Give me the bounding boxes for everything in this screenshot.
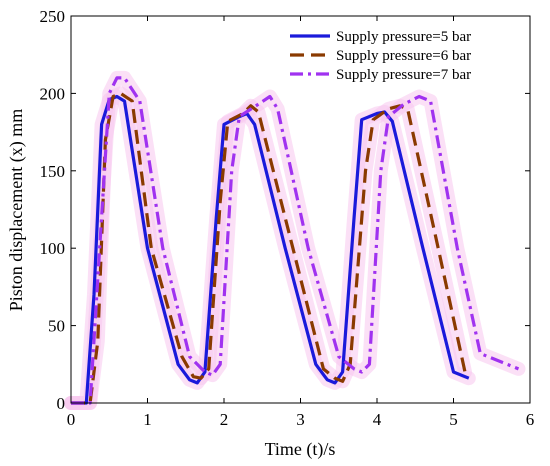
y-tick-label: 0 [57, 394, 66, 413]
axes-frame [70, 15, 531, 404]
legend-label-1: Supply pressure=5 bar [336, 29, 471, 45]
y-tick-label: 50 [48, 317, 65, 336]
legend-label-2: Supply pressure=6 bar [336, 48, 471, 64]
x-tick-label: 6 [526, 410, 535, 429]
y-tick-label: 250 [40, 7, 66, 26]
x-tick-label: 1 [143, 410, 152, 429]
x-tick-label: 3 [296, 410, 305, 429]
y-tick-label: 100 [40, 239, 66, 258]
y-tick-label: 150 [40, 162, 66, 181]
x-axis-label: Time (t)/s [265, 439, 336, 460]
legend-label-3: Supply pressure=7 bar [336, 67, 471, 83]
y-axis-label: Piston displacement (x) mm [6, 109, 27, 311]
x-tick-label: 4 [373, 410, 382, 429]
plot-area [64, 70, 526, 410]
legend: Supply pressure=5 bar Supply pressure=6 b… [290, 29, 471, 83]
series-line-3 [71, 76, 520, 405]
x-tick-label: 0 [67, 410, 76, 429]
series-line-2 [71, 91, 467, 405]
x-tick-label: 5 [449, 410, 458, 429]
x-tick-label: 2 [220, 410, 229, 429]
y-tick-label: 200 [40, 84, 66, 103]
